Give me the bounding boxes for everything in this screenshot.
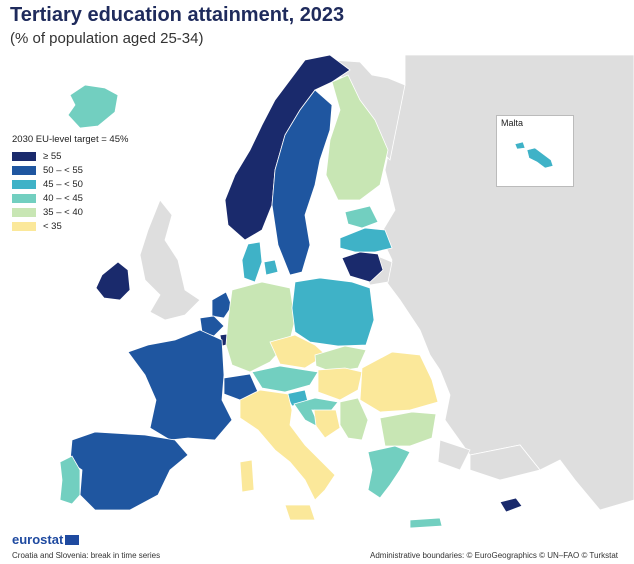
legend-item: 35 – < 40 [12, 205, 128, 219]
legend-swatch [12, 179, 36, 189]
region-slovakia [314, 345, 367, 373]
legend-label: 45 – < 50 [43, 178, 83, 190]
malta-inset-map [514, 141, 554, 169]
region-austria [251, 365, 319, 393]
malta-inset-label: Malta [501, 118, 524, 128]
region-italy [239, 389, 336, 501]
region-serbia [339, 397, 369, 441]
region-malta-inset [526, 147, 554, 169]
eurostat-logo-text: eurostat [12, 532, 64, 547]
legend-label: 35 – < 40 [43, 206, 83, 218]
legend-swatch [12, 151, 36, 161]
legend-item: ≥ 55 [12, 149, 128, 163]
region-romania [359, 351, 439, 413]
region-gozo-inset [514, 141, 526, 150]
region-greece [367, 445, 411, 499]
legend-label: 50 – < 55 [43, 164, 83, 176]
footnote: Croatia and Slovenia: break in time seri… [12, 551, 161, 560]
region-sweden [271, 89, 333, 276]
legend-item: 45 – < 50 [12, 177, 128, 191]
region-lithuania [341, 251, 384, 283]
legend-label: ≥ 55 [43, 150, 62, 162]
region-iceland [67, 84, 119, 129]
region-finland [325, 74, 389, 201]
map-title: Tertiary education attainment, 2023 [10, 4, 345, 26]
legend-swatch [12, 221, 36, 231]
legend-label: 40 – < 45 [43, 192, 83, 204]
malta-inset: Malta [496, 115, 574, 187]
region-poland [291, 277, 375, 347]
region-estonia [344, 205, 379, 229]
region-belgium [199, 315, 225, 337]
region-denmark-islands [263, 259, 279, 276]
region-portugal [59, 455, 81, 505]
eurostat-logo: eurostat [12, 532, 80, 547]
legend-swatch [12, 165, 36, 175]
region-netherlands [211, 291, 233, 319]
legend-swatch [12, 207, 36, 217]
region-bosnia-and-herzegovina [313, 409, 341, 439]
region-bulgaria [379, 411, 437, 447]
region-italy-sardinia [239, 459, 255, 493]
legend-swatch [12, 193, 36, 203]
region-denmark [241, 241, 263, 283]
legend-item: 50 – < 55 [12, 163, 128, 177]
boundary-credits: Administrative boundaries: © EuroGeograp… [370, 551, 619, 560]
region-latvia [339, 227, 393, 253]
region-ireland [95, 261, 131, 301]
legend-item: < 35 [12, 219, 128, 233]
map-subtitle: (% of population aged 25-34) [10, 30, 204, 47]
region-cyprus [499, 497, 523, 513]
legend-label: < 35 [43, 220, 62, 232]
countries [59, 54, 523, 529]
eu-flag-icon [65, 535, 80, 545]
legend: 2030 EU-level target = 45% ≥ 55 50 – < 5… [12, 134, 128, 233]
region-france [127, 329, 233, 441]
region-italy-sicily [284, 504, 316, 521]
legend-item: 40 – < 45 [12, 191, 128, 205]
region-hungary [317, 367, 363, 401]
legend-title: 2030 EU-level target = 45% [12, 134, 129, 145]
region-spain [69, 431, 189, 511]
region-greece-islands [409, 517, 443, 529]
